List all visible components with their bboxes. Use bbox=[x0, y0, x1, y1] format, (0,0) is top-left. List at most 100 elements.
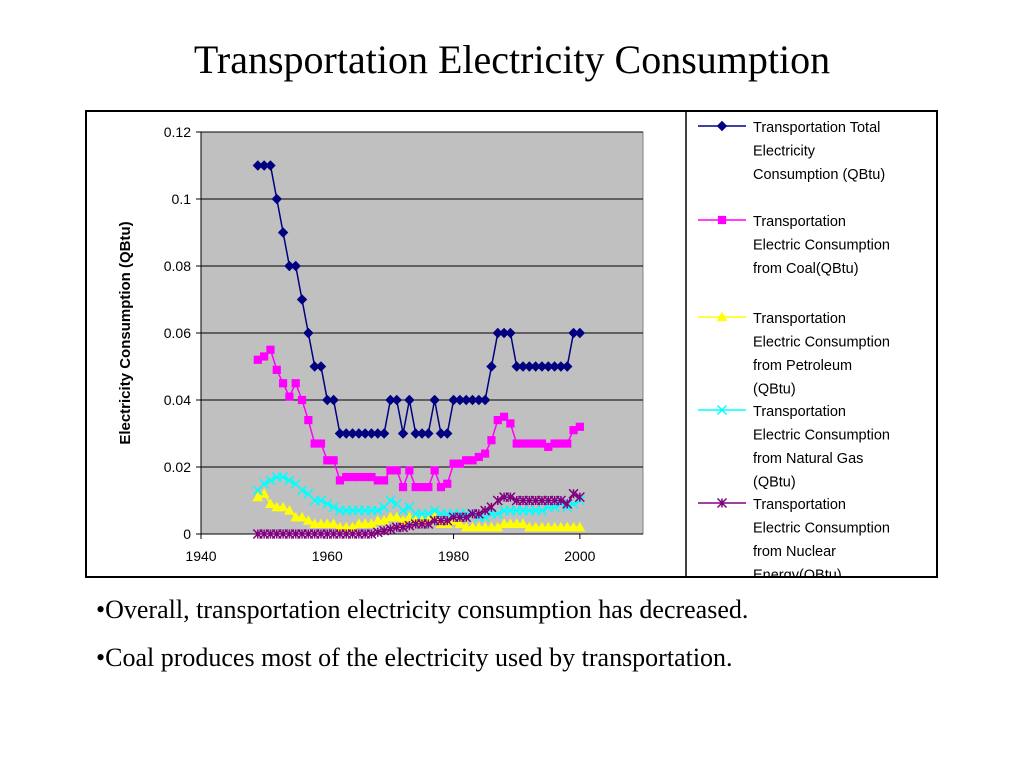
data-point bbox=[297, 395, 307, 405]
x-tick-label: 1980 bbox=[438, 548, 469, 564]
data-point bbox=[574, 492, 585, 503]
data-point bbox=[505, 518, 516, 529]
y-tick-label: 0.12 bbox=[164, 124, 191, 140]
data-point bbox=[404, 394, 415, 406]
data-point bbox=[385, 495, 396, 506]
data-point bbox=[328, 518, 339, 529]
data-point bbox=[568, 488, 579, 499]
slide-title: Transportation Electricity Consumption bbox=[193, 37, 831, 82]
data-point bbox=[542, 521, 554, 532]
data-point bbox=[429, 394, 440, 406]
legend-entry: Transportation Electric Consumption from N… bbox=[753, 497, 890, 576]
data-point bbox=[392, 466, 401, 475]
data-point bbox=[562, 498, 573, 509]
data-point bbox=[359, 518, 371, 529]
x-tick-label: 2000 bbox=[564, 548, 595, 564]
legend-entry: Transportation Electric Consumption from N… bbox=[753, 404, 890, 491]
data-point bbox=[291, 379, 300, 388]
y-tick-label: 0.04 bbox=[164, 392, 191, 408]
data-point bbox=[260, 352, 269, 361]
line-chart: 0 0.02 0.04 0.06 0.08 0.1 0.12 1940 1960 1980 2000… bbox=[117, 112, 890, 576]
data-point bbox=[549, 521, 560, 532]
data-point bbox=[296, 294, 308, 305]
data-point bbox=[430, 466, 439, 475]
data-point bbox=[315, 518, 327, 529]
data-point bbox=[271, 501, 283, 512]
data-point bbox=[353, 518, 365, 529]
data-point bbox=[481, 449, 490, 458]
data-point bbox=[473, 521, 485, 532]
data-point bbox=[486, 361, 497, 372]
data-point bbox=[454, 518, 466, 529]
data-point bbox=[315, 495, 327, 506]
data-point bbox=[385, 523, 396, 535]
data-point bbox=[479, 394, 491, 406]
data-point bbox=[530, 521, 542, 532]
bullet-list: •Overall, transportation electricity con… bbox=[96, 592, 956, 688]
data-point bbox=[487, 436, 496, 445]
data-point bbox=[461, 512, 472, 523]
data-point bbox=[429, 505, 440, 516]
data-point bbox=[498, 518, 510, 529]
data-point bbox=[391, 511, 403, 522]
data-point bbox=[479, 521, 491, 532]
data-point bbox=[391, 394, 402, 406]
data-point bbox=[473, 508, 484, 519]
data-point bbox=[397, 428, 409, 439]
data-point bbox=[517, 518, 529, 529]
data-point bbox=[328, 394, 339, 406]
data-point bbox=[480, 505, 491, 516]
data-point bbox=[304, 416, 313, 425]
y-tick-label: 0.08 bbox=[164, 258, 191, 274]
data-point bbox=[398, 483, 408, 492]
data-point bbox=[303, 327, 314, 339]
data-point bbox=[561, 521, 573, 532]
data-point bbox=[309, 518, 321, 529]
data-point bbox=[271, 193, 282, 205]
data-point bbox=[277, 227, 289, 238]
data-point bbox=[272, 365, 281, 374]
data-point bbox=[284, 475, 295, 486]
data-point bbox=[423, 428, 434, 439]
data-point bbox=[302, 515, 314, 525]
data-point bbox=[555, 495, 566, 506]
data-point bbox=[574, 327, 586, 339]
data-point bbox=[259, 478, 270, 489]
data-point bbox=[536, 505, 548, 516]
y-tick-label: 0.02 bbox=[164, 459, 191, 475]
data-point bbox=[511, 518, 523, 529]
data-point bbox=[265, 475, 276, 486]
data-point bbox=[523, 521, 535, 532]
data-point bbox=[277, 501, 289, 512]
data-point bbox=[716, 120, 728, 132]
data-point bbox=[568, 521, 579, 532]
data-point bbox=[372, 505, 383, 516]
data-point bbox=[296, 485, 308, 496]
data-point bbox=[424, 483, 433, 492]
data-point bbox=[265, 160, 276, 171]
data-point bbox=[467, 521, 478, 532]
data-point bbox=[266, 345, 275, 354]
series-line bbox=[257, 492, 581, 535]
x-tick-label: 1960 bbox=[312, 548, 343, 564]
data-point bbox=[442, 515, 453, 526]
legend-entry: Transportation Electric Consumption from P… bbox=[753, 311, 890, 398]
data-point bbox=[265, 498, 276, 508]
data-point bbox=[717, 215, 727, 225]
data-point bbox=[315, 361, 327, 372]
data-point bbox=[536, 521, 548, 532]
y-tick-label: 0 bbox=[183, 526, 191, 542]
data-point bbox=[278, 379, 288, 388]
data-point bbox=[492, 495, 503, 506]
data-point bbox=[385, 511, 396, 522]
data-point bbox=[372, 527, 383, 538]
data-point bbox=[555, 521, 567, 532]
data-point bbox=[316, 439, 326, 448]
data-point bbox=[372, 515, 384, 525]
data-point bbox=[562, 361, 573, 372]
data-point bbox=[380, 476, 389, 485]
data-point bbox=[460, 521, 472, 532]
legend-entry: Transportation Electric Consumption from C… bbox=[753, 214, 890, 277]
y-axis-label: Electricity Consumption (QBtu) bbox=[117, 221, 134, 444]
data-point bbox=[366, 528, 377, 540]
